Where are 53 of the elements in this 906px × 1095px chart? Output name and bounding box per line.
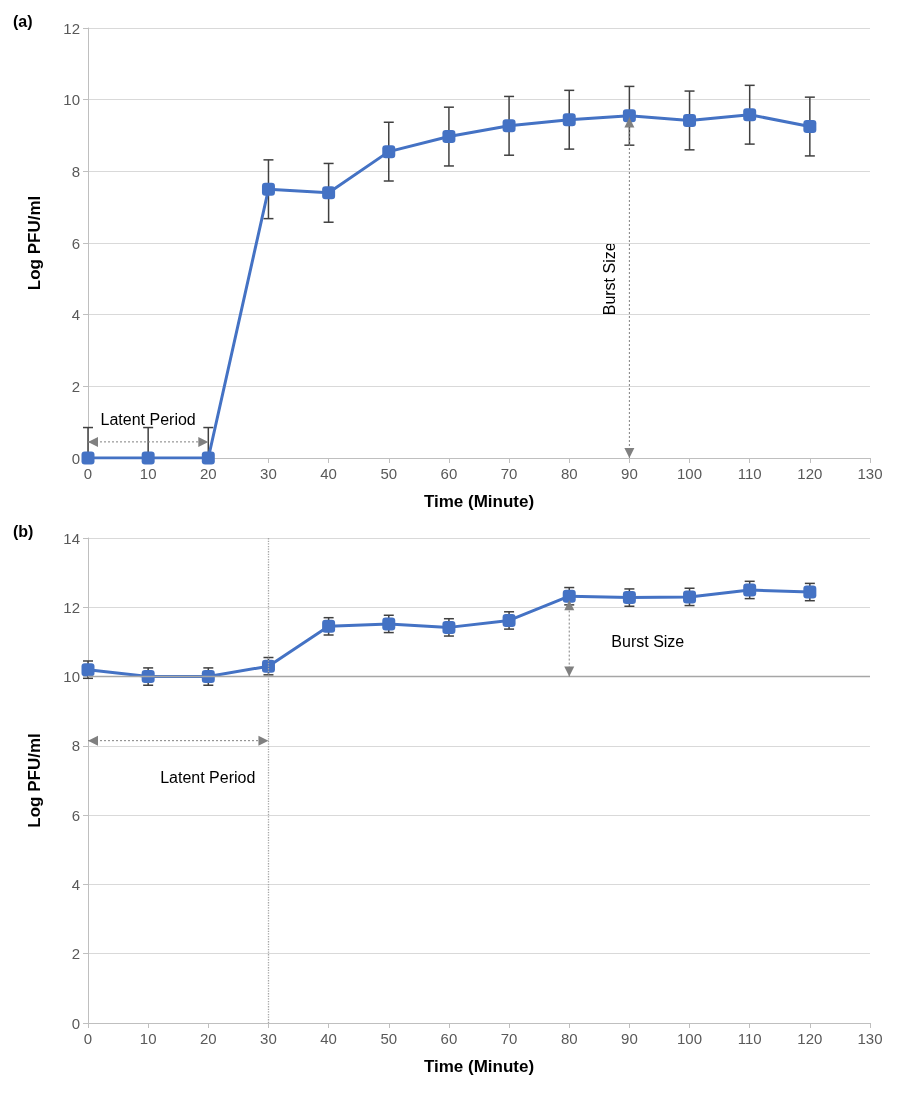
annotation: Latent Period [160, 768, 256, 786]
x-axis-title: Time (Minute) [423, 1057, 535, 1076]
chart-title: (b) [13, 522, 34, 540]
x-tick-label: 130 [857, 465, 883, 482]
x-tick-label: 0 [83, 1030, 93, 1047]
y-tick-label: 0 [71, 449, 80, 467]
annotation: Burst Size [611, 633, 685, 651]
y-tick-label: 12 [63, 598, 80, 616]
x-tick-label: 100 [677, 1030, 703, 1047]
y-tick-label: 6 [71, 806, 80, 824]
y-tick-label: 4 [71, 306, 80, 324]
x-tick-label: 0 [83, 465, 93, 482]
y-tick-label: 10 [63, 668, 80, 686]
x-tick-label: 30 [260, 1030, 277, 1047]
x-tick-label: 70 [500, 1030, 518, 1047]
y-tick-label: 10 [63, 91, 80, 109]
x-tick-label: 80 [560, 465, 578, 482]
x-tick-label: 90 [621, 465, 638, 482]
x-tick-label: 90 [621, 1030, 638, 1047]
x-tick-label: 110 [737, 465, 762, 482]
y-tick-label: 4 [71, 875, 80, 893]
x-tick-label: 30 [260, 465, 277, 482]
annotation: Latent Period [100, 411, 196, 429]
x-axis-title: Time (Minute) [423, 492, 535, 511]
y-tick-label: 14 [63, 529, 80, 547]
x-tick-label: 130 [857, 1030, 883, 1047]
y-tick-label: 8 [71, 737, 80, 755]
x-tick-label: 20 [199, 1030, 217, 1047]
y-axis-title: Log PFU/ml [25, 195, 44, 291]
x-tick-label: 60 [440, 1030, 458, 1047]
x-tick-label: 100 [677, 465, 703, 482]
y-tick-label: 6 [71, 234, 80, 252]
x-tick-label: 80 [560, 1030, 578, 1047]
x-tick-label: 20 [199, 465, 217, 482]
x-tick-label: 10 [139, 465, 157, 482]
x-tick-label: 120 [797, 1030, 823, 1047]
x-tick-label: 40 [320, 1030, 337, 1047]
y-tick-label: 0 [71, 1014, 80, 1032]
x-tick-label: 60 [440, 465, 458, 482]
chart-title: (a) [13, 12, 33, 30]
x-tick-label: 70 [500, 465, 518, 482]
x-tick-label: 50 [380, 465, 398, 482]
x-tick-label: 40 [320, 465, 337, 482]
y-axis-title: Log PFU/ml [25, 733, 44, 828]
x-tick-label: 50 [380, 1030, 398, 1047]
y-tick-label: 8 [71, 162, 80, 180]
annotation: Burst Size [600, 242, 618, 316]
x-tick-label: 10 [139, 1030, 157, 1047]
x-tick-label: 110 [737, 1030, 762, 1047]
x-tick-label: 120 [797, 465, 823, 482]
y-tick-label: 2 [71, 945, 80, 963]
y-tick-label: 2 [71, 377, 80, 395]
y-tick-label: 12 [63, 19, 80, 37]
